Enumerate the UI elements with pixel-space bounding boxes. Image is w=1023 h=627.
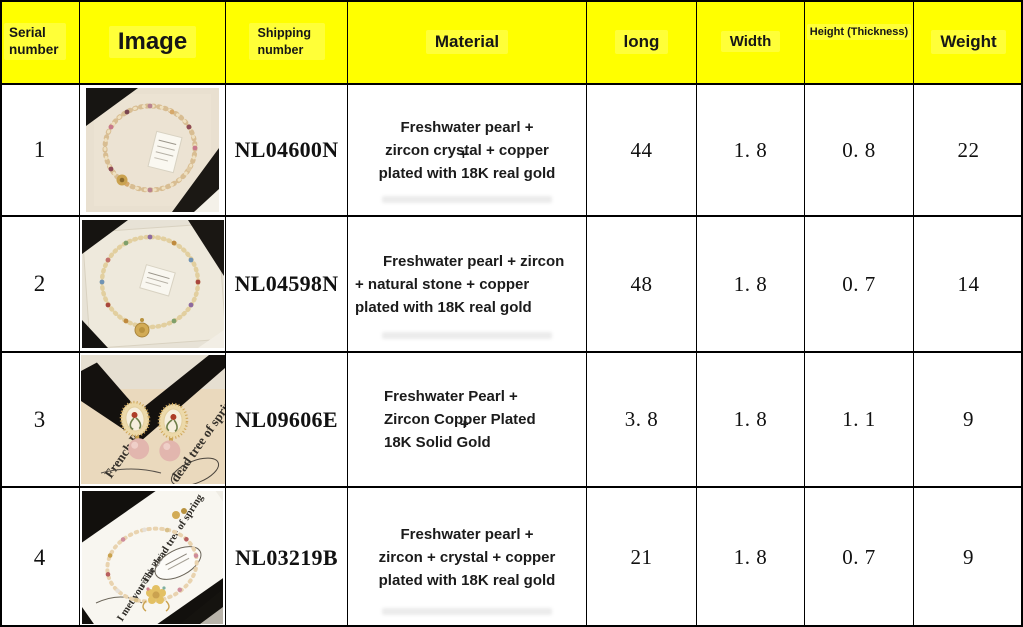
serial-value: 3	[33, 406, 46, 432]
product-photo-1	[86, 88, 219, 212]
weight-value: 9	[963, 545, 974, 569]
cell-image-1	[80, 85, 226, 217]
necklace-pendant-photo-illustration	[81, 220, 224, 348]
long-value: 3. 8	[624, 407, 659, 431]
shipping-number: NL09606E	[235, 406, 338, 432]
material-line: zircon + crystal + copper	[378, 549, 556, 566]
header-cell-height: Height (Thickness)	[805, 0, 914, 85]
header-label-serial: Serial number	[4, 23, 66, 60]
header-label-shipping: Shipping number	[248, 23, 325, 60]
product-photo-3: French Pari dead tree of spring	[80, 355, 225, 484]
cell-height-2: 0. 7	[805, 217, 914, 353]
material-line: plated with 18K real gold	[378, 164, 556, 182]
material-line: plated with 18K real gold	[378, 572, 556, 589]
cell-material-1: Freshwater pearl + zircon crystal + copp…	[348, 85, 587, 217]
material-line: 18K Solid Gold	[384, 434, 491, 451]
product-photo-4: rench Pari I met you The dead tree of sp…	[82, 491, 223, 624]
cell-long-4: 21	[587, 488, 697, 627]
material-line: Freshwater pearl + zircon	[383, 252, 565, 270]
cell-width-4: 1. 8	[697, 488, 805, 627]
cell-serial-3: 3	[0, 353, 80, 488]
header-cell-image: Image	[80, 0, 226, 85]
weight-value: 9	[963, 407, 974, 431]
cell-image-4: rench Pari I met you The dead tree of sp…	[80, 488, 226, 627]
cell-long-2: 48	[587, 217, 697, 353]
long-value: 44	[630, 137, 653, 162]
earrings-photo-illustration: French Pari dead tree of spring	[80, 355, 225, 484]
material-line: Freshwater pearl +	[400, 118, 534, 136]
weight-value: 22	[957, 137, 980, 162]
height-value: 0. 7	[842, 271, 876, 296]
cell-shipping-2: NL04598N	[226, 217, 348, 353]
cell-shipping-3: NL09606E	[226, 353, 348, 488]
cell-weight-1: 22	[914, 85, 1023, 217]
faint-watermark	[382, 608, 552, 615]
necklace-photo-illustration	[86, 88, 219, 212]
header-cell-weight: Weight	[914, 0, 1023, 85]
header-label-width: Width	[720, 31, 781, 52]
material-line: Freshwater pearl +	[400, 526, 534, 543]
serial-value: 4	[33, 544, 46, 570]
shipping-number: NL03219B	[235, 544, 338, 570]
header-cell-material: Material	[348, 0, 587, 85]
material-line: + natural stone + copper	[355, 275, 530, 293]
material-line: plated with 18K real gold	[355, 298, 532, 316]
height-value: 1. 1	[842, 407, 876, 431]
cell-serial-1: 1	[0, 85, 80, 217]
cell-long-3: 3. 8	[587, 353, 697, 488]
width-value: 1. 8	[733, 271, 768, 296]
width-value: 1. 8	[733, 545, 768, 569]
cell-width-3: 1. 8	[697, 353, 805, 488]
shipping-number: NL04600N	[234, 137, 339, 162]
header-label-height: Height (Thickness)	[806, 24, 912, 40]
material-line: zircon crystal + copper	[385, 141, 549, 159]
serial-value: 1	[33, 137, 46, 162]
cell-weight-2: 14	[914, 217, 1023, 353]
cell-material-3: Freshwater Pearl + Zircon Copper Plated …	[348, 353, 587, 488]
cell-shipping-1: NL04600N	[226, 85, 348, 217]
cell-weight-3: 9	[914, 353, 1023, 488]
width-value: 1. 8	[733, 137, 768, 162]
long-value: 48	[630, 271, 653, 296]
cell-weight-4: 9	[914, 488, 1023, 627]
header-cell-long: long	[587, 0, 697, 85]
header-cell-shipping: Shipping number	[226, 0, 348, 85]
cell-width-2: 1. 8	[697, 217, 805, 353]
bracelet-photo-illustration: rench Pari I met you The dead tree of sp…	[82, 491, 223, 624]
stray-plus-glyph: +	[459, 146, 468, 163]
shipping-number: NL04598N	[234, 271, 339, 296]
height-value: 0. 7	[842, 545, 876, 569]
width-value: 1. 8	[733, 407, 768, 431]
header-label-image: Image	[108, 25, 197, 58]
cell-shipping-4: NL03219B	[226, 488, 348, 627]
material-line: Freshwater Pearl +	[384, 388, 518, 405]
header-label-material: Material	[425, 29, 509, 54]
cell-height-1: 0. 8	[805, 85, 914, 217]
long-value: 21	[630, 545, 653, 569]
cell-height-4: 0. 7	[805, 488, 914, 627]
faint-watermark	[382, 332, 552, 339]
cell-height-3: 1. 1	[805, 353, 914, 488]
cell-width-1: 1. 8	[697, 85, 805, 217]
cell-serial-4: 4	[0, 488, 80, 627]
cell-long-1: 44	[587, 85, 697, 217]
cell-material-4: Freshwater pearl + zircon + crystal + co…	[348, 488, 587, 627]
header-cell-width: Width	[697, 0, 805, 85]
header-cell-serial: Serial number	[0, 0, 80, 85]
faint-watermark	[382, 196, 552, 203]
stray-plus-glyph: +	[460, 416, 469, 433]
cell-image-2	[80, 217, 226, 353]
product-photo-2	[81, 220, 224, 348]
weight-value: 14	[957, 271, 980, 296]
header-label-long: long	[614, 29, 669, 54]
cell-serial-2: 2	[0, 217, 80, 353]
material-line: Zircon Copper Plated	[384, 411, 536, 428]
cell-material-2: Freshwater pearl + zircon + natural ston…	[348, 217, 587, 353]
cell-image-3: French Pari dead tree of spring	[80, 353, 226, 488]
serial-value: 2	[33, 271, 46, 296]
height-value: 0. 8	[842, 137, 876, 162]
header-label-weight: Weight	[931, 29, 1006, 54]
